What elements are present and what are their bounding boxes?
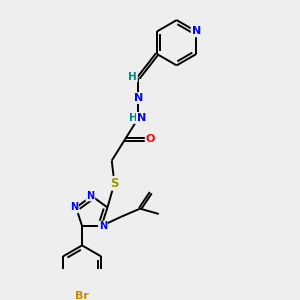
Text: N: N <box>99 221 107 232</box>
Text: S: S <box>110 177 119 190</box>
Text: H: H <box>129 113 138 123</box>
Text: N: N <box>134 93 143 103</box>
Text: N: N <box>192 26 201 36</box>
Text: N: N <box>86 190 94 200</box>
Text: O: O <box>146 134 155 144</box>
Text: Br: Br <box>75 291 89 300</box>
Text: N: N <box>70 202 78 212</box>
Text: N: N <box>137 113 146 123</box>
Text: H: H <box>128 72 137 82</box>
